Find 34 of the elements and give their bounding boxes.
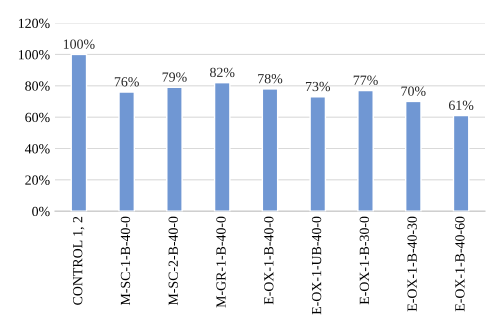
data-label: 78%: [258, 74, 282, 84]
bar: [118, 91, 136, 212]
x-tick-label: E-OX-1-B-40-60: [455, 216, 465, 312]
x-tick-label: CONTROL 1, 2: [73, 216, 84, 305]
bar: [262, 88, 278, 212]
bar: [309, 96, 326, 212]
bar: [404, 100, 422, 212]
y-tick-label: 80%: [25, 81, 50, 91]
x-tick-label: E-OX-1-B-40-0: [264, 216, 274, 304]
bar: [70, 54, 88, 212]
data-label: 73%: [306, 82, 330, 92]
y-tick-label: 20%: [25, 175, 50, 185]
x-tick-label: E-OX-1-B-40-30: [407, 216, 417, 312]
bar: [166, 86, 183, 212]
x-tick-label: M-SC-1-B-40-0: [120, 216, 130, 306]
data-label: 70%: [402, 86, 426, 96]
x-tick-label: M-GR-1-B-40-0: [216, 216, 226, 308]
data-label: 61%: [448, 100, 474, 110]
data-label: 76%: [114, 77, 139, 87]
data-label: 77%: [354, 76, 378, 85]
y-tick-label: 100%: [18, 50, 50, 60]
y-tick-label: 120%: [18, 18, 50, 28]
x-tick-label: M-SC-2-B-40-0: [168, 216, 178, 306]
y-tick-label: 60%: [25, 112, 50, 122]
y-tick-label: 40%: [24, 144, 50, 154]
y-tick-label: 0%: [32, 206, 50, 216]
x-tick-label: E-OX-1-UB-40-0: [312, 216, 322, 314]
bar: [214, 82, 231, 212]
bar: [452, 114, 470, 212]
data-label: 82%: [210, 68, 234, 78]
bar: [357, 90, 374, 212]
data-label: 79%: [162, 72, 187, 82]
data-label: 100%: [64, 39, 95, 49]
x-tick-label: E-OX-1-B-30-0: [360, 216, 370, 304]
